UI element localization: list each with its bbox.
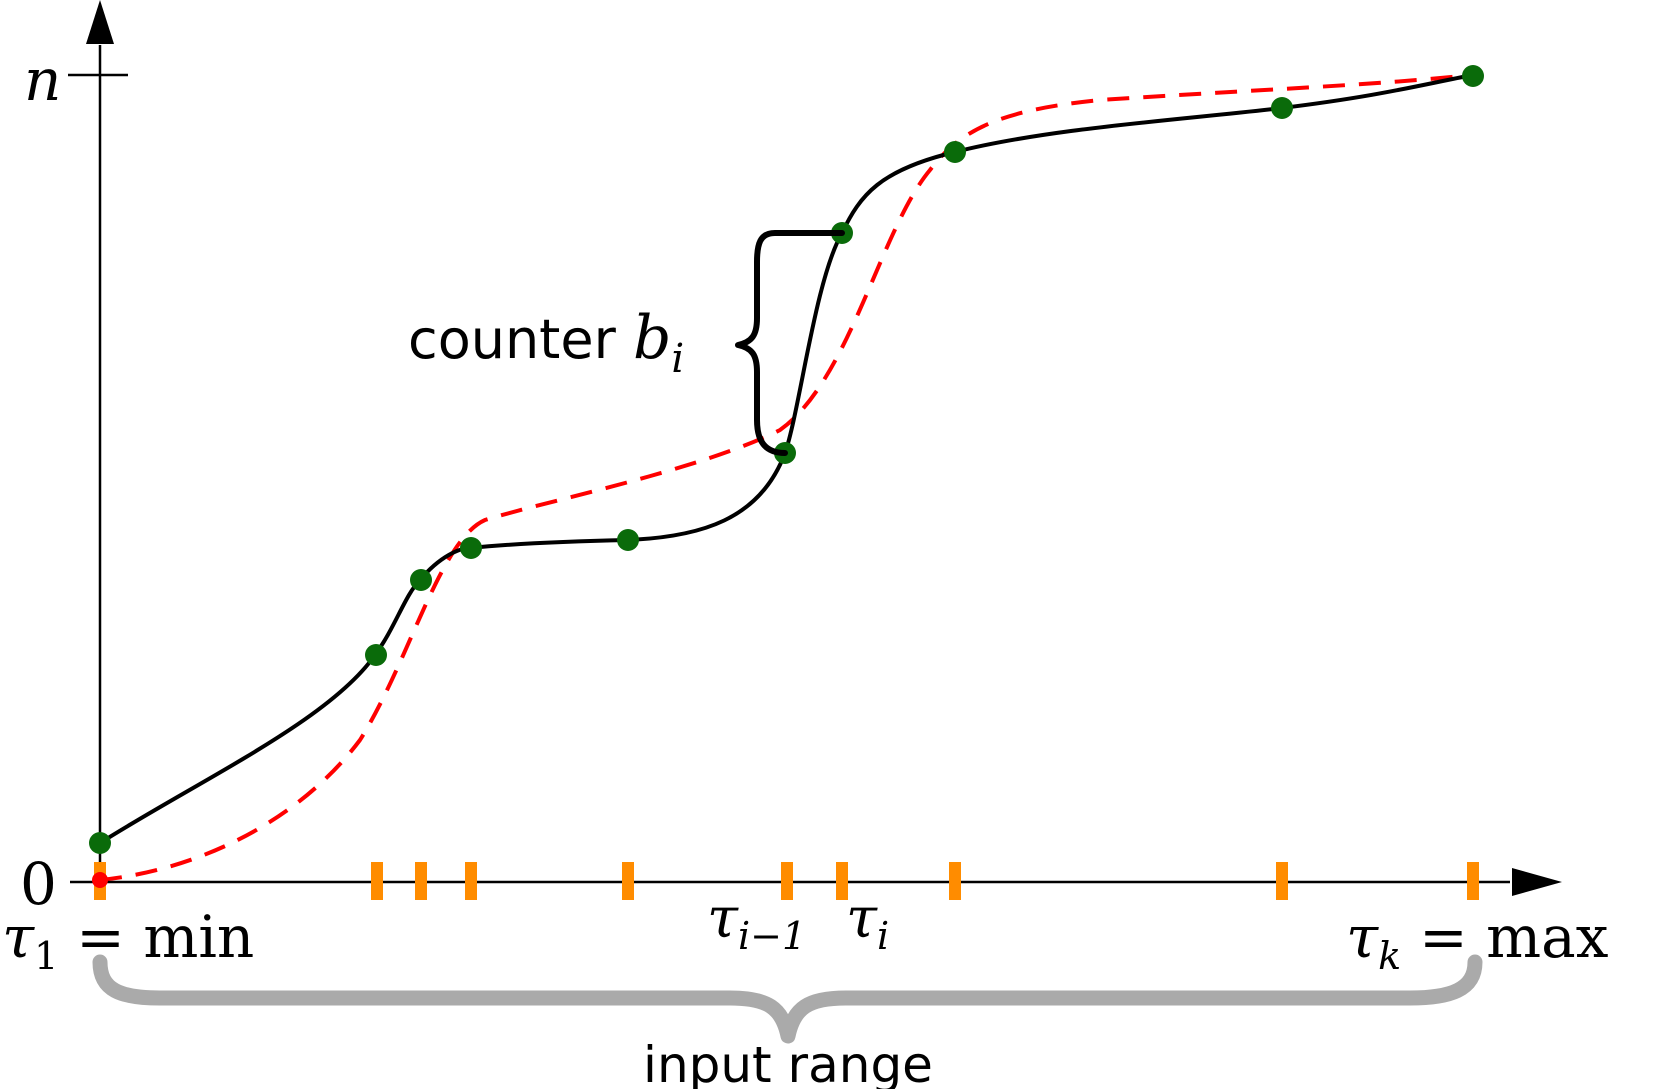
tick-mark — [465, 862, 477, 900]
origin-point — [92, 872, 108, 888]
tick-mark — [371, 862, 383, 900]
counter-label: counter bi — [408, 303, 684, 382]
tick-mark — [622, 862, 634, 900]
sample-point — [944, 141, 966, 163]
y-bottom-label: 0 — [20, 850, 57, 918]
dashed-reference-curve — [99, 73, 1471, 882]
x-max-label: τk = max — [1346, 903, 1608, 978]
sample-point — [460, 537, 482, 559]
tick-mark — [1467, 862, 1479, 900]
threshold-ticks — [94, 862, 1479, 900]
sample-points — [89, 65, 1484, 854]
counter-brace — [735, 230, 845, 456]
tau-i-minus-1-label: τi−1 — [707, 886, 806, 958]
tick-mark — [415, 862, 427, 900]
tick-mark — [1276, 862, 1288, 900]
tick-mark — [836, 862, 848, 900]
sample-point — [617, 529, 639, 551]
input-range-label: input range — [643, 1036, 933, 1089]
sample-point — [365, 644, 387, 666]
tick-mark — [949, 862, 961, 900]
sample-point — [89, 832, 111, 854]
sample-point — [410, 569, 432, 591]
input-range-brace — [92, 954, 1483, 1044]
arrowhead-right-icon — [1512, 868, 1562, 896]
arrowhead-up-icon — [86, 0, 114, 44]
y-top-label: n — [24, 46, 61, 114]
sample-point — [1462, 65, 1484, 87]
tick-mark — [781, 862, 793, 900]
solid-estimate-curve — [98, 73, 1474, 845]
x-min-label: τ1 = min — [2, 903, 254, 978]
sample-point — [1271, 97, 1293, 119]
tau-i-label: τi — [846, 886, 889, 958]
